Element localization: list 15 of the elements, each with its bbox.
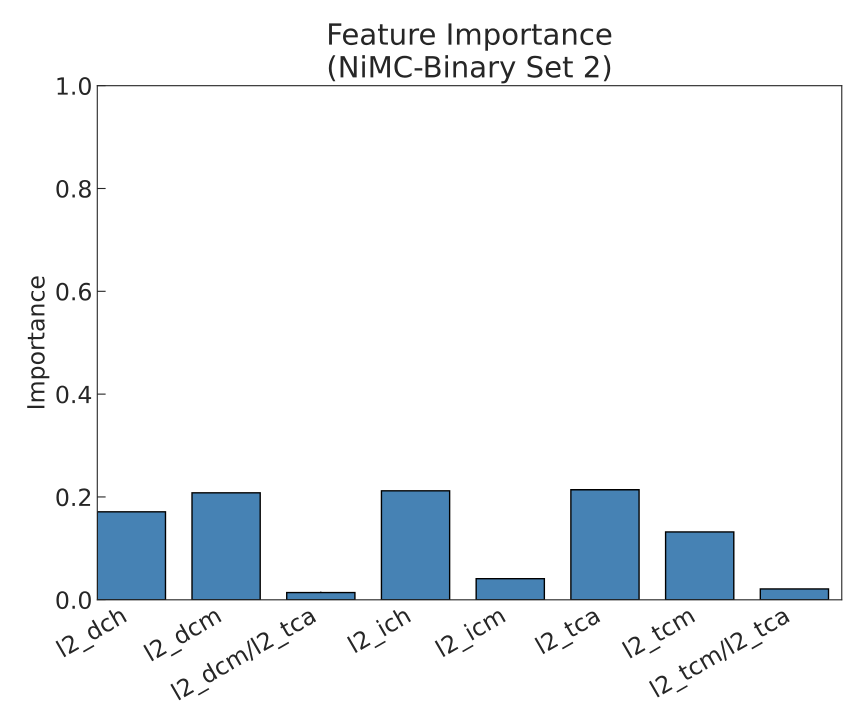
bar <box>97 511 166 600</box>
y-axis-title: Importance <box>27 276 50 408</box>
bar <box>570 489 640 600</box>
y-tick-label: 1.0 <box>57 77 91 95</box>
bar <box>191 492 261 600</box>
bar <box>760 588 830 600</box>
y-tick-label: 0.8 <box>56 180 91 198</box>
chart-title: Feature Importance (NiMC-Binary Set 2) <box>328 23 612 84</box>
y-tick-label: 0.0 <box>56 591 91 610</box>
y-tick-label: 0.2 <box>56 488 90 506</box>
y-tick-label: 0.6 <box>56 282 91 301</box>
bar <box>664 531 734 600</box>
bar <box>380 490 450 600</box>
bar <box>475 578 546 600</box>
y-tick-label: 0.4 <box>56 386 92 404</box>
